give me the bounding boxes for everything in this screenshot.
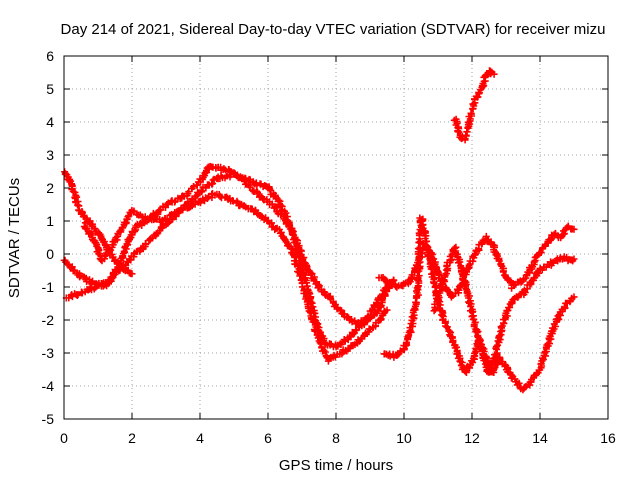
chart-title: Day 214 of 2021, Sidereal Day-to-day VTE… — [61, 21, 606, 38]
y-tick-label: 5 — [46, 81, 54, 97]
series-4 — [80, 190, 391, 365]
y-tick-label: 1 — [46, 213, 54, 229]
series-markers — [80, 190, 391, 365]
x-tick-label: 4 — [196, 430, 204, 446]
x-tick-label: 10 — [396, 430, 412, 446]
y-tick-label: 2 — [46, 180, 54, 196]
y-tick-label: 4 — [46, 114, 54, 130]
y-tick-label: 6 — [46, 48, 54, 64]
series-8 — [450, 67, 498, 144]
y-axis-label: SDTVAR / TECUs — [6, 178, 23, 298]
x-axis-label: GPS time / hours — [279, 457, 393, 474]
x-tick-label: 8 — [332, 430, 340, 446]
x-tick-label: 12 — [464, 430, 480, 446]
series-7 — [430, 243, 578, 376]
x-tick-label: 0 — [60, 430, 68, 446]
y-tick-label: -1 — [42, 279, 55, 295]
y-tick-label: -5 — [42, 411, 55, 427]
x-tick-label: 14 — [532, 430, 548, 446]
x-tick-label: 16 — [600, 430, 616, 446]
y-tick-label: 0 — [46, 246, 54, 262]
series-6 — [380, 214, 578, 394]
series-markers — [430, 243, 578, 376]
y-tick-label: 3 — [46, 147, 54, 163]
y-tick-label: -4 — [42, 378, 55, 394]
y-tick-label: -3 — [42, 345, 55, 361]
x-tick-label: 2 — [128, 430, 136, 446]
data-series — [60, 67, 578, 394]
grid — [64, 56, 608, 419]
series-markers — [450, 67, 498, 144]
x-tick-label: 6 — [264, 430, 272, 446]
y-tick-label: -2 — [42, 312, 55, 328]
series-markers — [380, 214, 578, 394]
